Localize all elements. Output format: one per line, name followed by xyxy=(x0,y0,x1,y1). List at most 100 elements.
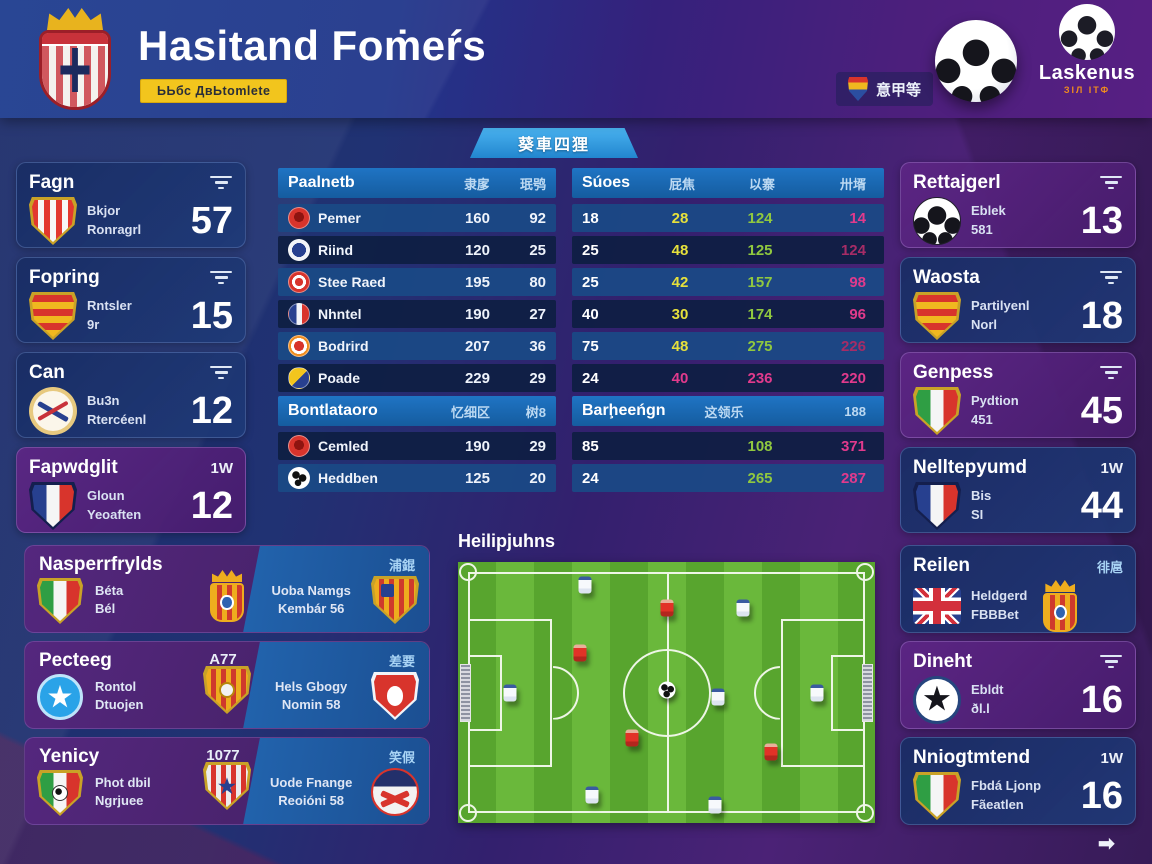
table-row[interactable]: Pemer 160 92 xyxy=(278,204,556,232)
card-title: Waosta xyxy=(913,267,980,288)
team-name: Pemer xyxy=(318,210,361,226)
right-card-column: Rettajgerl Eblek 581 13 Waosta Partilyenl Norl… xyxy=(900,162,1136,533)
card-body: Partilyenl Norl 18 xyxy=(913,292,1123,340)
stat-value: 190 xyxy=(464,305,490,323)
filter-icon[interactable] xyxy=(1099,365,1123,381)
player-white xyxy=(810,684,824,702)
filter-icon[interactable] xyxy=(1099,175,1123,191)
stat-value: 20 xyxy=(529,469,546,487)
stat-card[interactable]: Waosta Partilyenl Norl 18 xyxy=(900,257,1136,343)
star-striped-shield-icon xyxy=(203,762,251,810)
stat-value: 96 xyxy=(849,305,866,323)
stat-card[interactable]: Fopring Rntsler 9r 15 xyxy=(16,257,246,343)
table-row[interactable]: 40 30 174 96 xyxy=(572,300,884,328)
corner-arc xyxy=(459,563,477,581)
table-row[interactable]: 25 48 125 124 xyxy=(572,236,884,264)
table-title: Barḩeeńgn xyxy=(582,402,666,419)
brand-logo: Laskenus ЗІЛ ІТФ xyxy=(1030,4,1144,95)
stat-card[interactable]: Genpess Pydtion 451 45 xyxy=(900,352,1136,438)
match-card-column: Nasperrfrylds 浦錕 Béta Bél Uoba Namgs Kembár 5… xyxy=(24,545,430,833)
stat-value: 207 xyxy=(464,337,490,355)
table-row[interactable]: Nhntel 190 27 xyxy=(278,300,556,328)
card-body: Heldgerd FBBBet xyxy=(913,580,1123,632)
stat-card[interactable]: Can Bu3n Rtercéenl 12 xyxy=(16,352,246,438)
filter-icon[interactable] xyxy=(209,270,233,286)
match-tag: 差要 xyxy=(388,654,415,669)
stat-value: 75 xyxy=(582,337,599,355)
match-line: Rontol xyxy=(95,679,137,694)
player-red xyxy=(764,743,778,761)
player-white xyxy=(736,599,750,617)
match-right-lines: Hels Gbogy Nomin 58 xyxy=(263,678,359,714)
card-value: 12 xyxy=(190,485,233,527)
card-lines: Gloun Yeoaften xyxy=(87,487,141,525)
table-row[interactable]: 75 48 275 226 xyxy=(572,332,884,360)
table-row[interactable]: 85 108 371 xyxy=(572,432,884,460)
table-row[interactable]: 25 42 157 98 xyxy=(572,268,884,296)
table-row[interactable]: Heddben 125 20 xyxy=(278,464,556,492)
stat-value: 24 xyxy=(582,469,599,487)
league-badge[interactable]: 意甲等 xyxy=(836,72,934,106)
filter-icon[interactable] xyxy=(209,175,233,191)
red-striped-shield-icon xyxy=(29,197,77,245)
stat-card[interactable]: Reilen 徘扈 Heldgerd FBBBet xyxy=(900,545,1136,633)
card-body: Eblek 581 13 xyxy=(913,197,1123,245)
table-row[interactable]: 18 28 124 14 xyxy=(572,204,884,232)
match-line: Dtuojen xyxy=(95,697,144,713)
table-row[interactable]: Poade 229 29 xyxy=(278,364,556,392)
match-card[interactable]: Pecteeg A77 差要 Rontol Dtuojen Hels Gbogy Nomin… xyxy=(24,641,430,729)
match-tag: 浦錕 xyxy=(388,558,415,573)
stat-card[interactable]: Rettajgerl Eblek 581 13 xyxy=(900,162,1136,248)
match-mid-tag: A77 xyxy=(209,651,237,668)
stat-value: 29 xyxy=(529,369,546,387)
filter-icon[interactable] xyxy=(1099,270,1123,286)
card-line: Rtercéenl xyxy=(87,412,147,427)
card-line: Yeoaften xyxy=(87,507,142,522)
card-line: Fãeatlen xyxy=(971,797,1024,812)
card-lines: Bkjor Ronragrl xyxy=(87,202,141,240)
badge-blue-icon xyxy=(288,239,310,261)
filter-icon[interactable] xyxy=(209,365,233,381)
stat-card[interactable]: Nniogtmtend 1W Fbdá Ljonp Fãeatlen 16 xyxy=(900,737,1136,825)
stat-card[interactable]: Fapwdglit 1W Gloun Yeoaften 12 xyxy=(16,447,246,533)
table-row[interactable]: Stee Raed 195 80 xyxy=(278,268,556,296)
next-arrow-icon[interactable]: ➡ xyxy=(1098,833,1115,855)
match-line: Uoba Namgs xyxy=(271,583,351,598)
match-card[interactable]: Yenicy 1077 笑假 Phot dbil Ngrjuee Uode Fnange R… xyxy=(24,737,430,825)
card-title: Dineht xyxy=(913,651,973,672)
stat-value: 371 xyxy=(840,437,866,455)
filter-icon[interactable] xyxy=(1099,654,1123,670)
player-red xyxy=(625,729,639,747)
card-header: Fagn xyxy=(29,171,233,195)
brand-ball-icon xyxy=(1059,4,1115,60)
table-row[interactable]: 24 265 287 xyxy=(572,464,884,492)
union-jack-icon xyxy=(913,588,961,624)
match-line: Bél xyxy=(95,601,116,617)
stat-value: 24 xyxy=(582,369,599,387)
stat-value: 42 xyxy=(671,273,689,291)
match-right-lines: Uode Fnange Reoióni 58 xyxy=(263,774,359,810)
card-lines: Bis SI xyxy=(971,487,991,525)
stat-card[interactable]: Dineht Ebldt ðl.l 16 xyxy=(900,641,1136,729)
table-row[interactable]: 24 40 236 220 xyxy=(572,364,884,392)
stat-value: 195 xyxy=(464,273,490,291)
match-title: Yenicy xyxy=(39,746,100,767)
table-row[interactable]: Riind 120 25 xyxy=(278,236,556,264)
table-row[interactable]: Bodrird 207 36 xyxy=(278,332,556,360)
stat-value: 125 xyxy=(747,241,773,259)
stat-card[interactable]: Fagn Bkjor Ronragrl 57 xyxy=(16,162,246,248)
match-card[interactable]: Nasperrfrylds 浦錕 Béta Bél Uoba Namgs Kembár 5… xyxy=(24,545,430,633)
pitch-penalty-box-left xyxy=(468,618,552,767)
stat-card[interactable]: Nelltepyumd 1W Bis SI 44 xyxy=(900,447,1136,533)
card-line: Heldgerd xyxy=(971,588,1028,604)
field-title: Heilipjuhns xyxy=(458,531,556,551)
column-header: 树8 xyxy=(525,404,546,420)
card-line: FBBBet xyxy=(971,607,1019,622)
cross-crest-icon xyxy=(371,768,419,816)
spain-crest-icon xyxy=(913,292,961,340)
table-row[interactable]: Cemled 190 29 xyxy=(278,432,556,460)
card-line: Ebldt xyxy=(971,682,1004,698)
player-red xyxy=(660,599,674,617)
column-header: 以寨 xyxy=(748,176,775,192)
card-header: Nniogtmtend 1W xyxy=(913,746,1123,770)
